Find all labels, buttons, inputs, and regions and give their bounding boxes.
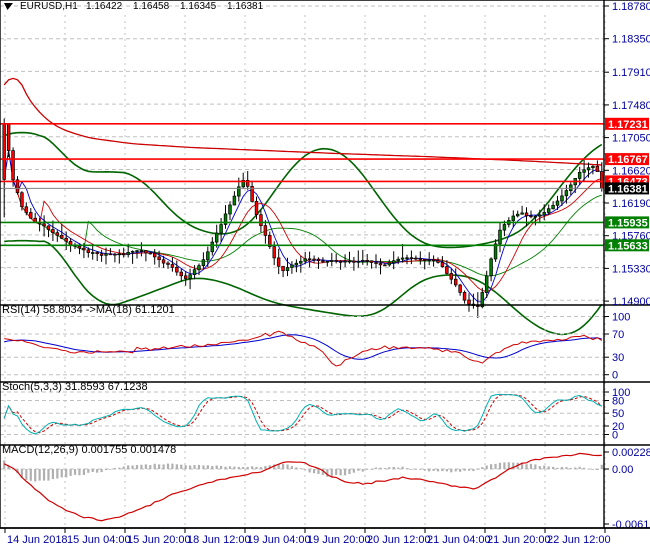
svg-text:-0.006159: -0.006159 [612, 519, 650, 531]
svg-text:0.002289: 0.002289 [612, 447, 650, 459]
svg-text:50: 50 [612, 408, 624, 420]
svg-text:Stoch(5,3,3) 31.8593 67.1238: Stoch(5,3,3) 31.8593 67.1238 [2, 381, 148, 393]
svg-text:100: 100 [612, 312, 630, 324]
svg-text:1.17050: 1.17050 [612, 133, 650, 145]
svg-text:14 Jun 2018: 14 Jun 2018 [7, 534, 68, 546]
svg-text:MACD(12,26,9) 0.001755 0.00147: MACD(12,26,9) 0.001755 0.001478 [2, 444, 176, 456]
svg-text:21 Jun 04:00: 21 Jun 04:00 [427, 534, 491, 546]
svg-text:0.00: 0.00 [612, 464, 633, 476]
svg-text:20 Jun 12:00: 20 Jun 12:00 [367, 534, 431, 546]
svg-text:30: 30 [612, 352, 624, 364]
svg-text:1.18780: 1.18780 [612, 1, 650, 13]
svg-text:1.15633: 1.15633 [608, 240, 648, 252]
svg-text:22 Jun 12:00: 22 Jun 12:00 [547, 534, 611, 546]
svg-text:0: 0 [612, 370, 618, 382]
svg-text:70: 70 [612, 329, 624, 341]
svg-text:80: 80 [612, 396, 624, 408]
svg-text:RSI(14) 58.8034 ->MA(18) 61.1: RSI(14) 58.8034 ->MA(18) 61.1201 [2, 304, 175, 316]
svg-text:1.16767: 1.16767 [608, 154, 648, 166]
svg-text:1.16345: 1.16345 [180, 1, 217, 12]
svg-text:15 Jun 04:00: 15 Jun 04:00 [67, 534, 131, 546]
svg-text:1.18350: 1.18350 [612, 34, 650, 46]
svg-text:1.14900: 1.14900 [612, 296, 650, 308]
svg-text:0: 0 [612, 430, 618, 442]
svg-text:1.16458: 1.16458 [133, 1, 170, 12]
svg-text:1.16190: 1.16190 [612, 198, 650, 210]
svg-text:15 Jun 20:00: 15 Jun 20:00 [127, 534, 191, 546]
svg-text:18 Jun 12:00: 18 Jun 12:00 [187, 534, 251, 546]
svg-text:1.16381: 1.16381 [227, 1, 264, 12]
svg-text:19 Jun 20:00: 19 Jun 20:00 [307, 534, 371, 546]
svg-text:1.17231: 1.17231 [608, 119, 648, 131]
svg-text:1.16422: 1.16422 [86, 1, 123, 12]
svg-text:EURUSD,H1: EURUSD,H1 [20, 1, 78, 12]
svg-text:21 Jun 20:00: 21 Jun 20:00 [487, 534, 551, 546]
svg-text:1.15330: 1.15330 [612, 263, 650, 275]
svg-text:1.15935: 1.15935 [608, 217, 648, 229]
svg-text:1.17910: 1.17910 [612, 67, 650, 79]
svg-text:1.17480: 1.17480 [612, 100, 650, 112]
svg-text:19 Jun 04:00: 19 Jun 04:00 [247, 534, 311, 546]
svg-text:1.16381: 1.16381 [608, 183, 648, 195]
